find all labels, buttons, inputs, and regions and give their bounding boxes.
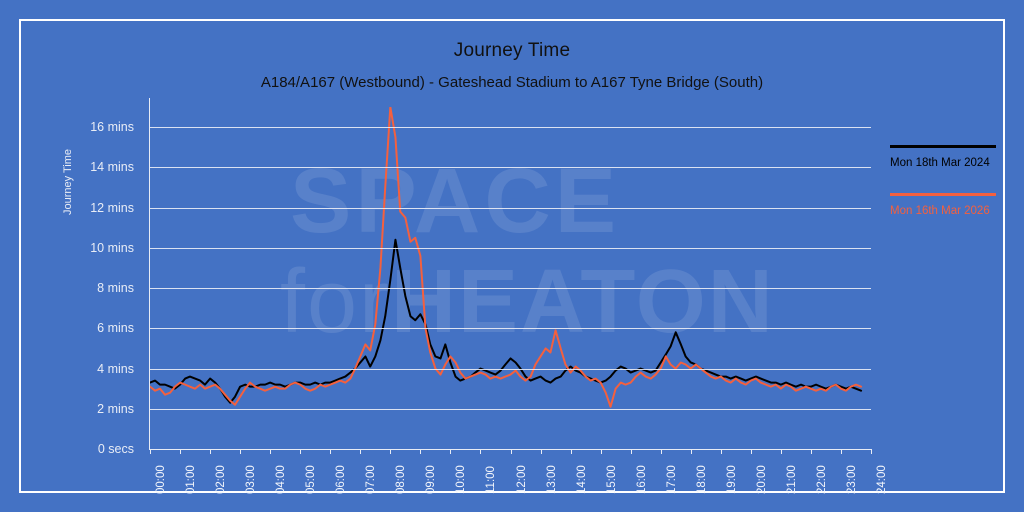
x-axis-tick [690,449,692,454]
legend-swatch [890,145,996,148]
x-axis-tick [630,449,632,454]
series-line-2 [150,107,863,408]
x-axis-tick [480,449,482,454]
x-axis-tick-label: 00:00 [155,465,167,494]
chart-legend: Mon 18th Mar 2024 Mon 16th Mar 2026 [890,145,1002,241]
y-axis-tick-label: 14 mins [90,160,134,175]
series-lines [150,107,863,408]
y-axis-tick-labels: 0 secs 2 mins 4 mins 6 mins 8 mins 10 mins 12 … [0,107,142,456]
legend-label: Mon 18th Mar 2024 [890,157,990,169]
y-axis-tick-label: 8 mins [97,281,134,296]
series-line-1 [150,238,863,404]
y-axis-tick-label: 4 mins [97,361,134,376]
x-axis-tick-label: 19:00 [725,465,738,494]
x-axis-tick-label: 07:00 [365,465,378,494]
gridline [150,368,871,370]
gridline [150,408,871,410]
x-axis-tick [720,449,722,454]
x-axis-tick [240,449,242,454]
x-axis-line [149,449,871,450]
chart-frame-border [19,19,1005,493]
x-axis-tick-label: 11:00 [485,466,498,494]
legend-item-1[interactable]: Mon 18th Mar 2024 [890,145,1002,169]
x-axis-tick-label: 24:00 [876,465,888,494]
legend-item-2[interactable]: Mon 16th Mar 2026 [890,193,1002,217]
x-axis-tick-label: 06:00 [335,465,348,494]
x-axis-tick-label: 03:00 [245,465,258,494]
plot-area [149,98,872,454]
y-axis-line [149,98,150,449]
x-axis-tick [750,449,752,454]
y-axis-tick-label: 10 mins [90,240,134,255]
x-axis-tick [570,449,572,454]
x-axis-tick-label: 04:00 [275,465,288,494]
x-axis-tick [360,449,362,454]
x-axis-tick-label: 18:00 [695,465,708,494]
x-axis-tick [510,449,512,454]
x-axis-tick [390,449,392,454]
x-axis-tick-label: 09:00 [425,465,438,494]
gridline [150,288,871,290]
gridline [150,127,871,129]
x-axis-tick-label: 13:00 [545,465,558,494]
gridline [150,247,871,249]
chart-title: Journey Time [453,40,571,61]
x-axis-tick-label: 10:00 [455,465,468,494]
y-axis-tick-label: 6 mins [97,321,134,336]
x-axis-tick-label: 01:00 [185,465,198,494]
x-axis-tick-label: 08:00 [395,465,408,494]
y-axis-tick-label: 2 mins [97,401,134,416]
x-axis-tick [450,449,452,454]
x-axis-tick-label: 21:00 [785,465,798,494]
x-axis-tick-label: 05:00 [305,465,318,494]
x-axis-tick-label: 17:00 [665,465,678,494]
x-axis-tick [300,449,302,454]
x-axis-tick [210,449,212,454]
y-axis-tick-label: 12 mins [90,200,134,215]
x-axis-tick-labels: 00:00 01:00 02:00 03:00 04:00 05:00 06:00 07:00… [150,452,888,500]
x-axis-tick-label: 14:00 [575,465,588,494]
y-axis-tick-label: 0 secs [97,442,134,456]
x-axis-tick-label: 02:00 [215,465,228,494]
x-axis-tick [180,449,182,454]
x-axis-tick [540,449,542,454]
x-axis-tick-label: 15:00 [605,465,618,494]
gridline [150,207,871,209]
x-axis-tick [150,449,151,454]
x-axis-tick [840,449,842,454]
x-axis-tick-label: 23:00 [845,465,858,494]
x-axis-tick [270,449,272,454]
x-axis-tick [330,449,332,454]
x-axis-tick-label: 22:00 [815,465,828,494]
x-axis-tick [600,449,602,454]
gridline [150,328,871,330]
legend-swatch [890,193,996,196]
x-axis-tick [420,449,422,454]
x-axis-tick [780,449,782,454]
y-axis-tick-label: 16 mins [90,120,134,135]
x-axis-tick [871,449,872,454]
gridline [150,167,871,169]
legend-label: Mon 16th Mar 2026 [890,205,990,217]
x-axis-tick-label: 20:00 [755,465,768,494]
x-axis-tick [660,449,662,454]
x-axis-tick-label: 16:00 [635,465,648,494]
chart-subtitle: A184/A167 (Westbound) - Gateshead Stadiu… [260,74,764,91]
x-axis-tick [810,449,812,454]
x-axis-tick-label: 12:00 [515,465,528,494]
